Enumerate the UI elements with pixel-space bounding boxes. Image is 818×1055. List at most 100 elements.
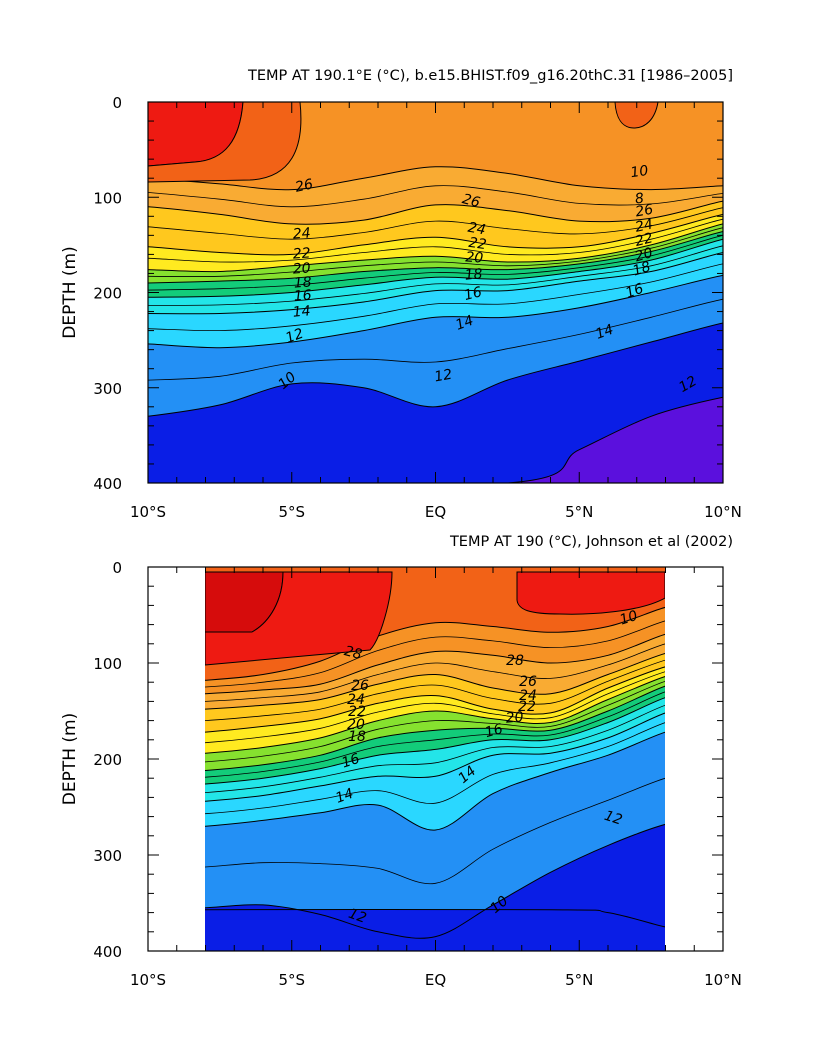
contour-label: 16 [462, 284, 483, 304]
chart-title: TEMP AT 190 (°C), Johnson et al (2002) [449, 534, 733, 550]
contour-label: 26 [294, 176, 315, 195]
isotherm-minor [148, 207, 723, 240]
isotherm-t26 [205, 633, 665, 695]
x-tick-label: 5°S [278, 503, 305, 521]
y-axis-label: DEPTH (m) [60, 713, 80, 805]
contour-label: 24 [519, 688, 537, 704]
isotherm-t10 [205, 823, 665, 939]
model-panel: 2624222018161412102624222018161412108262… [60, 68, 742, 521]
contour-field: 2624222018161412102624222018161412108262… [148, 102, 723, 483]
isotherm-minor [205, 671, 665, 744]
contour-label: 26 [634, 202, 654, 221]
contour-label: 14 [594, 322, 616, 343]
contour-label: 12 [284, 326, 306, 347]
isotherm-t12 [205, 731, 665, 831]
contour-label: 20 [292, 260, 311, 277]
y-tick-label: 300 [93, 380, 122, 398]
isotherm-minor [148, 245, 723, 306]
isotherm-t14 [205, 712, 665, 802]
warm-core-east [516, 571, 665, 615]
isotherm-t10 [148, 322, 723, 417]
contour-label: 28 [506, 653, 524, 669]
isotherm-minor [205, 777, 665, 885]
x-tick-label: 10°S [130, 971, 166, 989]
y-tick-label: 200 [93, 285, 122, 303]
y-axis-label: DEPTH (m) [60, 246, 80, 338]
band-below-t10 [148, 323, 723, 483]
isotherm-minor [148, 234, 723, 291]
isotherm-t24 [205, 653, 665, 710]
contour-label: 12 [346, 906, 368, 927]
contour-label: 18 [631, 259, 653, 280]
contour-label: 16 [483, 721, 504, 741]
contour-label: 24 [347, 692, 365, 708]
isotherm-t14 [148, 251, 723, 315]
contour-label: 22 [292, 245, 311, 262]
isotherm-minor [148, 227, 723, 278]
isotherm-minor [205, 643, 665, 702]
isotherm-t8 [148, 396, 723, 483]
contour-label: 24 [634, 216, 655, 235]
warm-band [148, 102, 302, 183]
x-tick-label: 5°N [565, 971, 593, 989]
contour-label: 18 [293, 274, 312, 291]
isotherm-t28 [205, 606, 665, 681]
isotherm-t24 [148, 200, 723, 225]
isotherm-t12 [148, 274, 723, 349]
contour-label: 18 [464, 266, 483, 283]
band-below-t9 [205, 909, 665, 951]
isotherm-t16 [148, 238, 723, 298]
y-tick-label: 100 [93, 189, 122, 207]
contour-label: 22 [348, 704, 366, 720]
isotherm-minor [205, 659, 665, 722]
x-tick-label: 5°S [278, 971, 305, 989]
contour-label: 22 [518, 699, 536, 715]
y-tick-label: 0 [112, 559, 122, 577]
y-tick-label: 400 [93, 475, 122, 493]
isotherm-minor [148, 263, 723, 332]
isotherm-minor [148, 218, 723, 263]
x-tick-label: 5°N [565, 503, 593, 521]
warm-core-east [614, 102, 659, 129]
contour-label: 24 [467, 220, 487, 239]
x-tick-label: EQ [425, 971, 446, 989]
isotherm-minor [205, 704, 665, 794]
isotherm-minor [205, 691, 665, 778]
contour-label: 20 [633, 245, 655, 265]
contour-label: 10 [630, 163, 650, 181]
isotherm-minor [148, 298, 723, 381]
isotherm-t20 [205, 676, 665, 754]
contour-label: 14 [292, 303, 311, 320]
isotherm-t16 [205, 697, 665, 785]
contour-label: 22 [633, 230, 654, 250]
contour-label: 20 [505, 709, 524, 726]
contour-label: 16 [293, 287, 312, 304]
x-tick-label: EQ [425, 503, 446, 521]
chart-title: TEMP AT 190.1°E (°C), b.e15.BHIST.f09_g1… [247, 68, 733, 84]
y-tick-label: 100 [93, 655, 122, 673]
contour-label: 12 [602, 808, 624, 829]
contour-label: 8 [634, 190, 645, 207]
obs-panel: 2826242220181614121028262422201614121001… [60, 534, 742, 989]
contour-label: 12 [433, 367, 453, 386]
contour-label: 10 [618, 608, 640, 629]
contour-label: 20 [347, 717, 365, 733]
y-tick-label: 300 [93, 847, 122, 865]
warm-band [205, 571, 393, 666]
x-tick-label: 10°N [704, 503, 742, 521]
isotherm-t9 [205, 908, 665, 928]
isotherm-t20 [148, 223, 723, 273]
contour-label: 26 [460, 191, 481, 211]
isotherm-t22 [205, 666, 665, 733]
contour-label: 24 [292, 225, 311, 242]
y-tick-label: 400 [93, 943, 122, 961]
isotherm-t22 [148, 213, 723, 256]
x-tick-label: 10°N [704, 971, 742, 989]
contour-label: 26 [519, 674, 537, 690]
contour-label: 14 [454, 313, 476, 334]
isotherm-minor [205, 680, 665, 763]
isotherm-t26 [148, 166, 723, 191]
contour-label: 28 [342, 643, 363, 663]
